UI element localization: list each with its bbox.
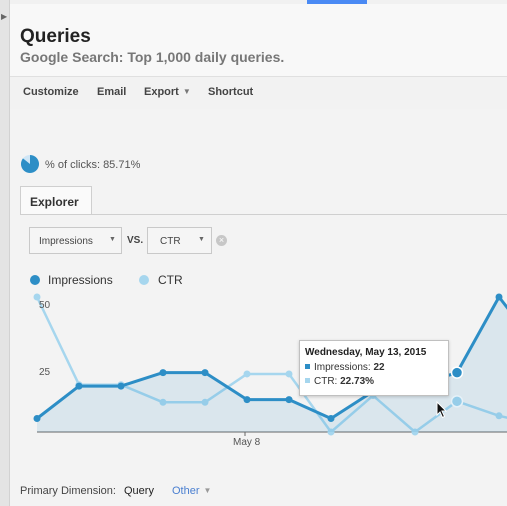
clicks-percent-label: % of clicks: 85.71%: [45, 159, 141, 171]
vs-label: VS.: [127, 235, 144, 246]
report-content: [10, 109, 507, 506]
impressions-point[interactable]: [117, 382, 125, 390]
email-button[interactable]: Email: [97, 86, 127, 98]
metric-1-select[interactable]: Impressions ▼: [29, 227, 122, 254]
tooltip-ctr-swatch: [305, 378, 310, 383]
impressions-point[interactable]: [159, 369, 167, 377]
ctr-point[interactable]: [450, 395, 464, 408]
metric-2-select[interactable]: CTR ▼: [147, 227, 212, 254]
ctr-point[interactable]: [495, 412, 503, 420]
impressions-point[interactable]: [75, 382, 83, 390]
caret-down-icon: ▼: [203, 486, 212, 495]
legend-ctr-label[interactable]: CTR: [158, 273, 183, 287]
impressions-point[interactable]: [495, 293, 503, 301]
tab-divider: [20, 214, 507, 215]
chart-tooltip: Wednesday, May 13, 2015 Impressions: 22 …: [299, 340, 449, 396]
dimension-other-dropdown[interactable]: Other ▼: [172, 485, 211, 497]
legend-impressions-label[interactable]: Impressions: [48, 273, 113, 287]
primary-dimension-label: Primary Dimension:: [20, 485, 116, 497]
metric-2-value: CTR: [160, 236, 181, 247]
dimension-query[interactable]: Query: [124, 485, 154, 497]
customize-button[interactable]: Customize: [23, 86, 79, 98]
export-button[interactable]: Export ▼: [144, 86, 191, 98]
page-subtitle: Google Search: Top 1,000 daily queries.: [20, 49, 285, 65]
left-rail[interactable]: ▶: [0, 0, 10, 506]
export-label: Export: [144, 86, 179, 98]
report-header: [10, 4, 507, 76]
tooltip-impressions-label: Impressions:: [314, 362, 371, 373]
tooltip-date: Wednesday, May 13, 2015: [305, 347, 427, 358]
impressions-point[interactable]: [285, 396, 293, 404]
tooltip-ctr-value: 22.73%: [340, 376, 375, 387]
tab-explorer-label: Explorer: [30, 195, 79, 209]
ctr-point[interactable]: [33, 293, 41, 301]
legend-ctr-dot: [139, 275, 149, 285]
tooltip-impressions-swatch: [305, 364, 310, 369]
page-title: Queries: [20, 26, 91, 47]
select-caret-icon: ▼: [109, 236, 116, 243]
ctr-point[interactable]: [201, 398, 209, 406]
ctr-point[interactable]: [327, 428, 335, 436]
y-tick-label-25: 25: [39, 367, 51, 378]
x-tick-label: May 8: [233, 437, 261, 448]
metric-1-value: Impressions: [39, 236, 93, 247]
select-caret-icon: ▼: [198, 236, 205, 243]
impressions-point[interactable]: [327, 415, 335, 422]
dimension-other-label: Other: [172, 485, 200, 497]
shortcut-button[interactable]: Shortcut: [208, 86, 254, 98]
impressions-area: [37, 297, 507, 432]
y-tick-label-50: 50: [39, 300, 51, 311]
impressions-point[interactable]: [450, 366, 464, 379]
impressions-point[interactable]: [33, 415, 41, 422]
ctr-point[interactable]: [285, 370, 293, 378]
top-accent-bar: [307, 0, 367, 4]
impressions-point[interactable]: [201, 369, 209, 377]
mouse-cursor-icon: [436, 401, 448, 419]
clear-comparison-icon[interactable]: ×: [216, 235, 227, 246]
ctr-point[interactable]: [411, 428, 419, 436]
tooltip-impressions-value: 22: [373, 362, 385, 373]
tooltip-ctr-row: CTR: 22.73%: [305, 376, 374, 387]
impressions-point[interactable]: [243, 396, 251, 404]
tab-explorer[interactable]: Explorer: [20, 186, 92, 215]
tooltip-impressions-row: Impressions: 22: [305, 362, 385, 373]
expand-arrow-icon[interactable]: ▶: [1, 12, 8, 21]
ctr-point[interactable]: [243, 370, 251, 378]
caret-down-icon: ▼: [182, 87, 191, 96]
ctr-point[interactable]: [159, 398, 167, 406]
legend-impressions-dot: [30, 275, 40, 285]
pie-chart-icon: [21, 155, 39, 173]
tooltip-ctr-label: CTR:: [314, 376, 338, 387]
